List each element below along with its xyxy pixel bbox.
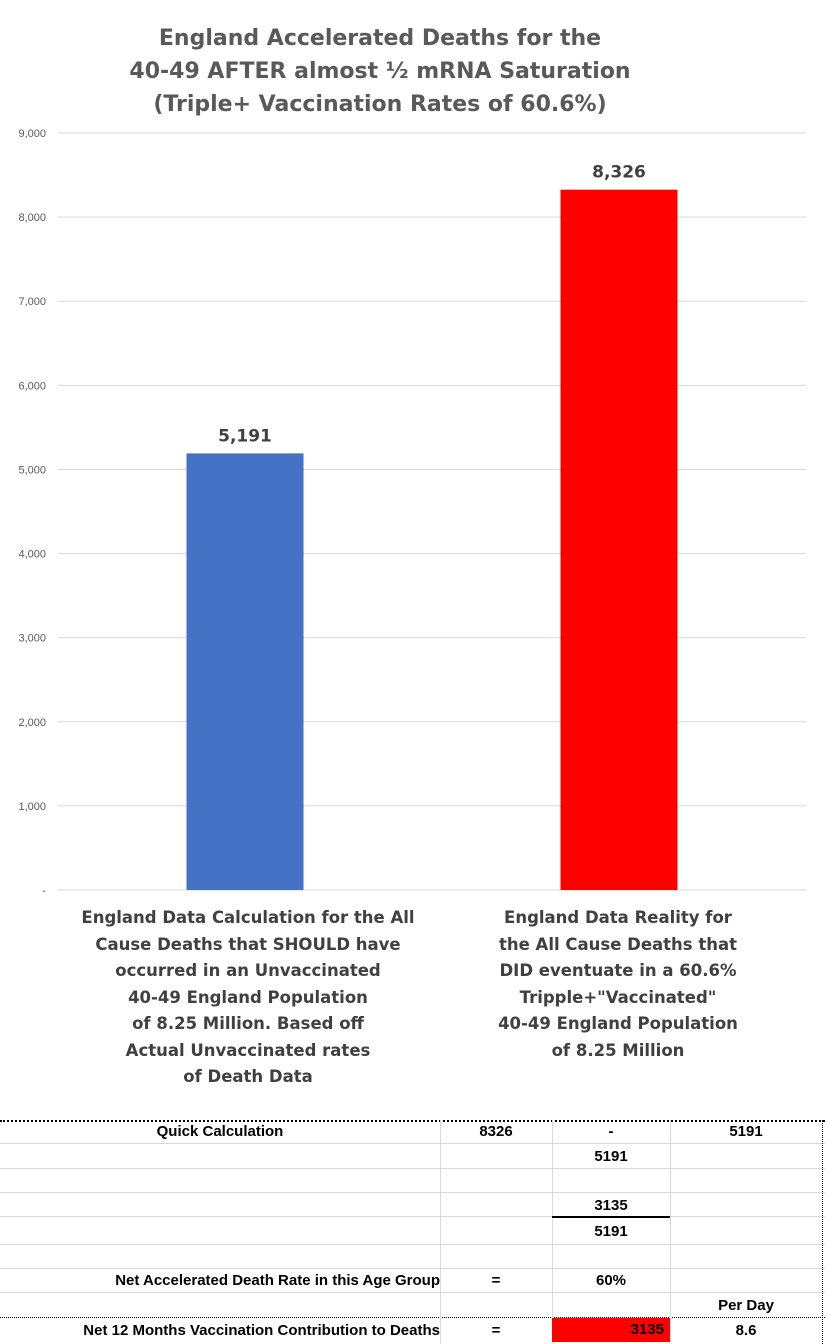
table-gridline bbox=[0, 1268, 825, 1269]
category-label-line: Tripple+"Vaccinated" bbox=[519, 987, 717, 1007]
category-label-actual: England Data Reality for the All Cause D… bbox=[428, 905, 808, 1064]
data-label: 5,191 bbox=[218, 426, 272, 446]
data-label: 8,326 bbox=[592, 163, 646, 183]
calc-value: 3135 bbox=[594, 1197, 628, 1214]
table-gridline bbox=[440, 1120, 441, 1344]
per-day-header: Per Day bbox=[718, 1297, 774, 1314]
bar bbox=[186, 453, 304, 890]
y-tick-label: 8,000 bbox=[18, 212, 46, 224]
quick-calculation-table: Quick Calculation 8326 - 5191 5191 3135 … bbox=[0, 1120, 825, 1344]
bar-chart: England Accelerated Deaths for the 40-49… bbox=[0, 22, 808, 1091]
calc-value: 5191 bbox=[594, 1223, 628, 1240]
category-label-line: Cause Deaths that SHOULD have bbox=[95, 934, 401, 954]
y-tick-label: 2,000 bbox=[18, 717, 46, 729]
category-label-line: of 8.25 Million. Based off bbox=[132, 1014, 364, 1033]
category-label-line: England Data Reality for bbox=[504, 908, 732, 927]
quick-calc-subtrahend: 5191 bbox=[729, 1123, 763, 1140]
category-label-line: of Death Data bbox=[183, 1067, 313, 1086]
category-label-line: 40-49 England Population bbox=[498, 1014, 738, 1033]
table-gridline bbox=[0, 1216, 825, 1217]
category-label-line: DID eventuate in a 60.6% bbox=[499, 961, 737, 980]
accelerated-rate-value: 60% bbox=[595, 1272, 627, 1289]
y-tick-label: 6,000 bbox=[18, 380, 46, 392]
y-tick-label: 1,000 bbox=[18, 801, 46, 813]
bar bbox=[560, 189, 678, 890]
category-label-line: Actual Unvaccinated rates bbox=[125, 1040, 371, 1060]
table-gridline-dotted bbox=[0, 1317, 825, 1318]
y-tick-label: 7,000 bbox=[18, 296, 46, 308]
category-label-line: 40-49 England Population bbox=[128, 987, 368, 1007]
contribution-label: Net 12 Months Vaccination Contribution t… bbox=[83, 1322, 440, 1339]
table-border-right bbox=[822, 1120, 823, 1344]
y-tick-label: 3,000 bbox=[18, 633, 46, 645]
chart-title-line: 40-49 AFTER almost ½ mRNA Saturation bbox=[129, 59, 631, 84]
y-tick-label: 9,000 bbox=[18, 128, 46, 140]
quick-calculation-label: Quick Calculation bbox=[156, 1123, 284, 1140]
category-label-line: the All Cause Deaths that bbox=[498, 934, 738, 954]
table-gridline bbox=[0, 1192, 825, 1193]
quick-calc-operator: - bbox=[608, 1123, 614, 1140]
table-gridline bbox=[0, 1292, 825, 1293]
contribution-value: 3135 bbox=[552, 1318, 670, 1342]
table-border-top bbox=[0, 1120, 825, 1122]
accelerated-rate-label: Net Accelerated Death Rate in this Age G… bbox=[115, 1272, 440, 1289]
calc-value: 5191 bbox=[594, 1148, 628, 1165]
y-tick-label: - bbox=[42, 885, 46, 897]
per-day-value: 8.6 bbox=[735, 1322, 757, 1339]
category-label-line: of 8.25 Million bbox=[551, 1040, 685, 1060]
subtraction-rule bbox=[552, 1216, 670, 1218]
category-label-line: England Data Calculation for the All bbox=[81, 908, 415, 927]
table-gridline bbox=[670, 1120, 671, 1344]
y-tick-label: 4,000 bbox=[18, 549, 46, 561]
category-label-expected: England Data Calculation for the All Cau… bbox=[58, 905, 438, 1091]
chart-title: England Accelerated Deaths for the 40-49… bbox=[0, 22, 760, 121]
chart-title-line: (Triple+ Vaccination Rates of 60.6%) bbox=[153, 92, 607, 117]
table-gridline bbox=[0, 1143, 825, 1144]
quick-calc-minuend: 8326 bbox=[479, 1123, 513, 1140]
chart-title-line: England Accelerated Deaths for the bbox=[158, 26, 602, 51]
table-gridline bbox=[552, 1120, 553, 1344]
table-gridline bbox=[0, 1244, 825, 1245]
y-tick-label: 5,000 bbox=[18, 464, 46, 476]
accelerated-rate-equals: = bbox=[491, 1272, 501, 1289]
table-gridline bbox=[0, 1168, 825, 1169]
category-label-line: occurred in an Unvaccinated bbox=[115, 961, 381, 980]
plot-area: - 1,000 2,000 3,000 4,000 5,000 6,000 7,000 8,00… bbox=[18, 128, 806, 897]
contribution-equals: = bbox=[491, 1322, 501, 1339]
